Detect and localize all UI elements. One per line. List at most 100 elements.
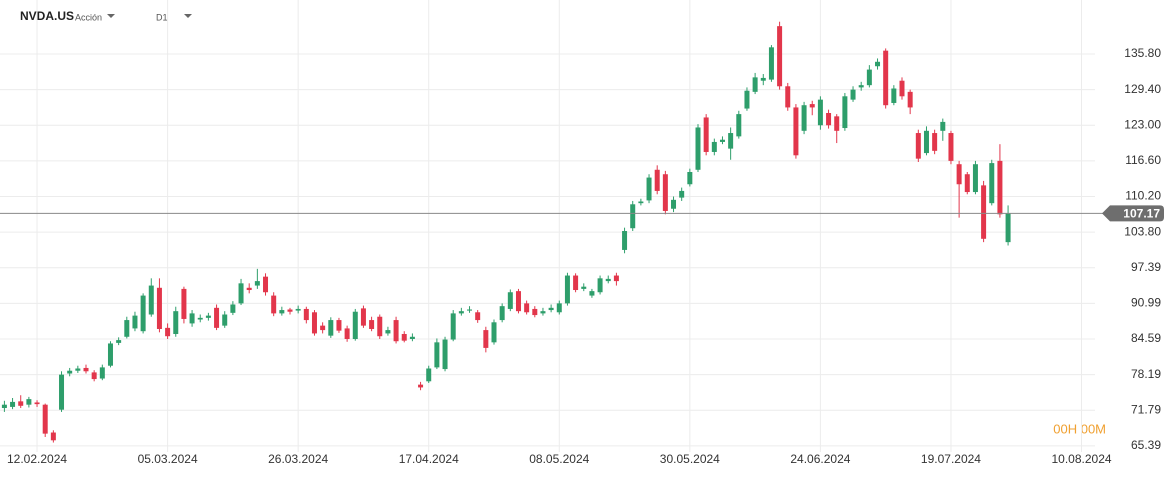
- candle-body: [613, 275, 619, 282]
- x-tick-label: 30.05.2024: [660, 452, 720, 466]
- candle-body: [548, 307, 554, 311]
- candle-body: [907, 91, 913, 108]
- candle-body: [271, 295, 277, 314]
- x-tick-label: 08.05.2024: [529, 452, 589, 466]
- candle-body: [83, 367, 89, 372]
- candle-body: [311, 312, 317, 334]
- candle-body: [450, 313, 456, 340]
- instrument-type: Acción: [75, 12, 102, 22]
- x-tick-label: 12.02.2024: [7, 452, 67, 466]
- candle-body: [671, 199, 677, 209]
- candle-body: [940, 121, 946, 131]
- candle-body: [254, 281, 260, 286]
- y-tick-label: 71.79: [1131, 402, 1161, 416]
- candle-body: [205, 315, 211, 318]
- symbol[interactable]: NVDA.US: [20, 9, 74, 23]
- candle-body: [956, 164, 962, 185]
- candle-body: [736, 114, 742, 137]
- candle-body: [581, 286, 587, 289]
- candle-body: [760, 77, 766, 81]
- y-tick-label: 78.19: [1131, 367, 1161, 381]
- candle-body: [768, 47, 774, 80]
- candle-body: [834, 116, 840, 131]
- candle-body: [336, 320, 342, 331]
- candle-body: [116, 340, 122, 343]
- candle-body: [189, 313, 195, 324]
- candle-body: [630, 204, 636, 229]
- candle-body: [605, 278, 611, 282]
- candle-body: [719, 139, 725, 142]
- candle-body: [515, 291, 521, 312]
- candle-body: [409, 336, 415, 339]
- candle-body: [703, 117, 709, 152]
- candle-body: [287, 309, 293, 312]
- candle-body: [50, 432, 56, 441]
- x-tick-label: 05.03.2024: [138, 452, 198, 466]
- current-price-label: 107.17: [1123, 207, 1160, 221]
- candle-body: [181, 288, 187, 319]
- candle-body: [932, 133, 938, 151]
- candle-body: [858, 85, 864, 88]
- candle-body: [850, 89, 856, 100]
- dropdown-arrow[interactable]: [107, 14, 115, 18]
- candle-body: [75, 368, 81, 371]
- candle-body: [467, 309, 473, 311]
- candle-body: [426, 368, 432, 382]
- candle-body: [923, 130, 929, 154]
- candle-body: [18, 401, 24, 406]
- candle-body: [377, 316, 383, 337]
- candle-body: [303, 308, 309, 321]
- y-tick-label: 84.59: [1131, 331, 1161, 345]
- candle-body: [369, 320, 375, 329]
- dropdown-arrow[interactable]: [184, 14, 192, 18]
- candle-body: [59, 374, 65, 410]
- candle-body: [434, 342, 440, 368]
- y-tick-label: 90.99: [1131, 296, 1161, 310]
- candle-body: [662, 174, 668, 211]
- candle-body: [622, 231, 628, 250]
- candle-body: [295, 308, 301, 311]
- candle-body: [556, 303, 562, 313]
- candle-body: [132, 315, 138, 329]
- candle-body: [801, 105, 807, 131]
- candle-body: [140, 295, 146, 332]
- candle-body: [42, 404, 48, 434]
- candle-body: [728, 133, 734, 149]
- candle-body: [344, 328, 350, 339]
- candle-body: [214, 307, 220, 328]
- candle-body: [483, 330, 489, 348]
- candle-body: [124, 320, 130, 337]
- candle-body: [573, 275, 579, 291]
- candle-body: [1, 404, 7, 409]
- candle-body: [507, 292, 513, 309]
- candle-body: [809, 104, 815, 108]
- candle-body: [320, 325, 326, 331]
- candle-body: [817, 99, 823, 126]
- candle-body: [418, 384, 424, 388]
- candle-body: [785, 86, 791, 108]
- candle-body: [156, 287, 162, 329]
- candle-body: [540, 311, 546, 314]
- candle-body: [679, 190, 685, 198]
- candle-body: [99, 367, 105, 379]
- candle-body: [26, 399, 32, 405]
- x-tick-label: 19.07.2024: [921, 452, 981, 466]
- candle-body: [875, 61, 881, 67]
- candle-body: [499, 306, 505, 321]
- candle-body: [34, 402, 40, 405]
- candle-body: [711, 141, 717, 152]
- y-tick-label: 103.80: [1124, 224, 1161, 238]
- y-tick-label: 65.39: [1131, 438, 1161, 452]
- candle-body: [393, 320, 399, 342]
- candle-body: [972, 164, 978, 193]
- candle-body: [238, 283, 244, 304]
- candle-body: [883, 50, 889, 106]
- candle-body: [67, 370, 73, 374]
- timeframe[interactable]: D1: [156, 12, 168, 22]
- x-tick-label: 10.08.2024: [1051, 452, 1111, 466]
- candle-body: [899, 80, 905, 97]
- candle-body: [842, 96, 848, 129]
- candle-body: [1005, 213, 1011, 243]
- candle-body: [981, 185, 987, 239]
